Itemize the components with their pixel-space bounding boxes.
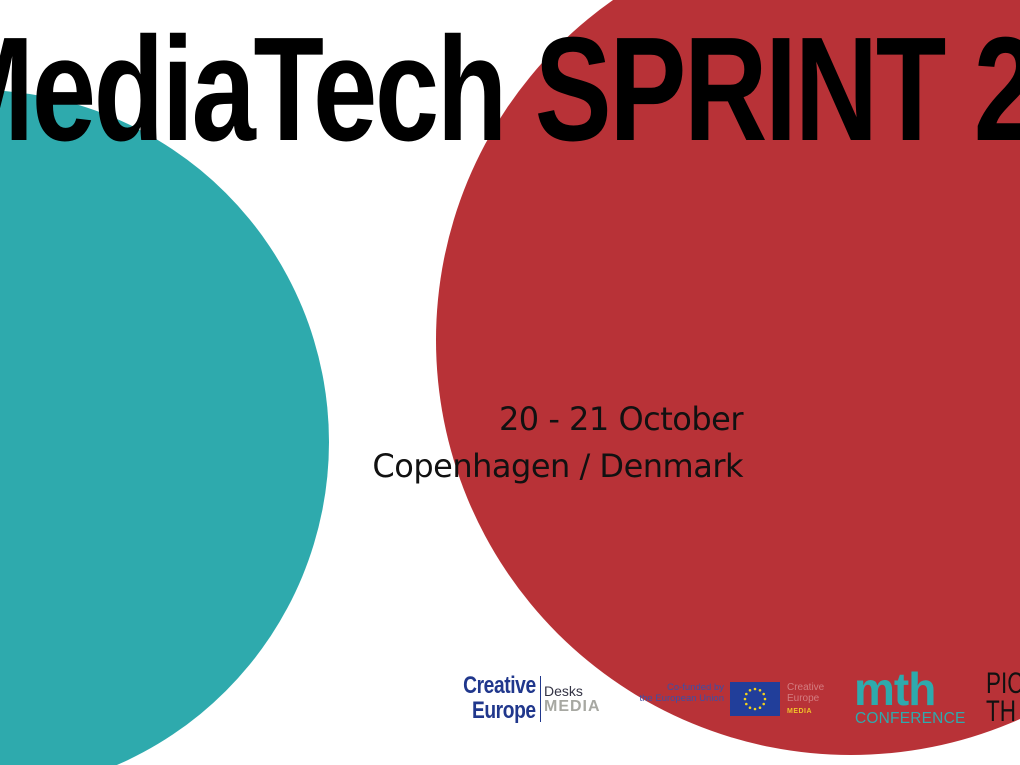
event-date: 20 - 21 October xyxy=(498,400,744,438)
ce-logo-line1: Creative xyxy=(463,672,536,699)
ce-logo-divider xyxy=(540,676,541,722)
event-info: 20 - 21 October Copenhagen / Denmark xyxy=(372,396,743,490)
ce-logo-line2: Europe xyxy=(472,697,536,724)
ce-logo-media: MEDIA xyxy=(544,698,601,715)
event-title: MediaTech SPRINT 2025 xyxy=(0,7,1020,172)
teal-circle xyxy=(0,90,329,765)
ce-logo-desks: Desks xyxy=(544,683,583,699)
creative-europe-desks-logo: Creative Europe Desks MEDIA xyxy=(452,674,612,728)
event-location: Copenhagen / Denmark xyxy=(372,447,743,485)
